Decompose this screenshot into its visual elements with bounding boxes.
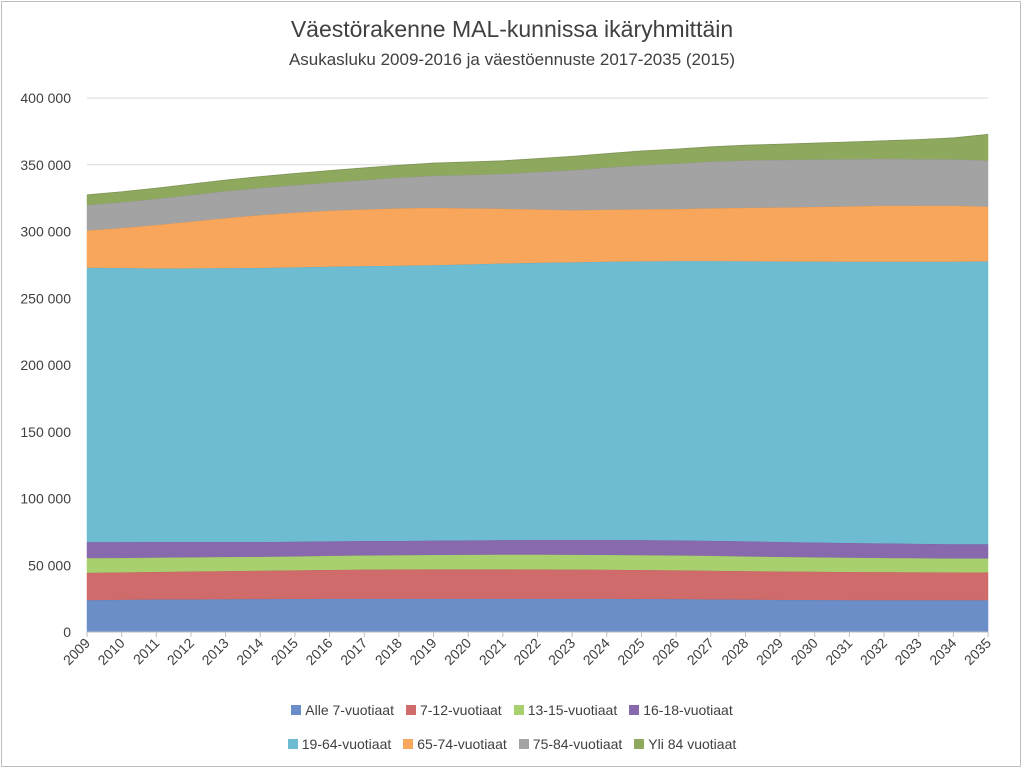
x-tick-label: 2013 (198, 635, 231, 668)
legend-swatch (403, 739, 414, 749)
legend-swatch (634, 739, 645, 749)
legend-item: Yli 84 vuotiaat (634, 736, 736, 752)
x-tick-label: 2021 (476, 635, 509, 668)
legend-item: 13-15-vuotiaat (513, 702, 618, 718)
legend-label: Alle 7-vuotiaat (305, 702, 394, 718)
legend-item: 65-74-vuotiaat (403, 736, 507, 752)
y-tick-label: 200 000 (20, 357, 71, 373)
x-tick-label: 2018 (372, 635, 405, 668)
y-axis: 0 50 000 100 000 150 000 200 000 250 000 300 0… (20, 90, 71, 640)
legend: Alle 7-vuotiaat 7-12-vuotiaat 13-15-vuotia… (252, 702, 772, 752)
x-tick-label: 2027 (684, 635, 717, 668)
y-tick-label: 150 000 (20, 424, 71, 440)
legend-label: Yli 84 vuotiaat (648, 736, 737, 752)
x-tick-label: 2016 (302, 635, 335, 668)
x-tick-label: 2035 (961, 635, 994, 668)
x-tick-label: 2024 (580, 635, 613, 668)
y-tick-label: 250 000 (20, 290, 71, 306)
y-tick-label: 400 000 (20, 90, 71, 106)
x-tick-label: 2015 (268, 635, 301, 668)
legend-label: 65-74-vuotiaat (417, 736, 507, 752)
area-alle-7-vuotiaat (86, 598, 989, 633)
legend-label: 13-15-vuotiaat (527, 702, 618, 718)
legend-label: 19-64-vuotiaat (301, 736, 392, 752)
x-tick-label: 2034 (926, 635, 959, 668)
legend-label: 75-84-vuotiaat (532, 736, 623, 752)
x-tick-label: 2025 (614, 635, 647, 668)
x-tick-label: 2030 (788, 635, 821, 668)
legend-label: 16-18-vuotiaat (643, 702, 733, 718)
y-tick-label: 300 000 (20, 224, 71, 240)
y-tick-label: 0 (63, 624, 71, 640)
x-tick-label: 2012 (164, 635, 197, 668)
area-7-12-vuotiaat (86, 568, 989, 601)
y-tick-label: 50 000 (28, 557, 71, 573)
x-tick-label: 2022 (510, 635, 543, 668)
chart-subtitle: Asukasluku 2009-2016 ja väestöennuste 20… (288, 50, 736, 69)
legend-item: 7-12-vuotiaat (405, 702, 502, 718)
legend-swatch (629, 705, 640, 715)
legend-swatch (405, 705, 416, 715)
legend-swatch (513, 705, 524, 715)
x-tick-label: 2032 (857, 635, 890, 668)
x-tick-label: 2017 (337, 635, 370, 668)
x-tick-label: 2014 (233, 635, 266, 668)
x-axis: 2009 2010 2011 2012 2013 2014 2015 2016 2017 2018… (60, 631, 994, 668)
x-tick-label: 2029 (753, 635, 786, 668)
stacked-area-chart: 0 50 000 100 000 150 000 200 000 250 000 300 0… (20, 90, 994, 668)
legend-label: 7-12-vuotiaat (419, 702, 502, 718)
legend-swatch (287, 739, 298, 749)
y-tick-label: 100 000 (20, 491, 71, 507)
x-tick-label: 2026 (649, 635, 682, 668)
x-tick-label: 2010 (94, 635, 127, 668)
legend-item: 19-64-vuotiaat (287, 736, 392, 752)
legend-swatch (291, 705, 302, 715)
legend-item: 75-84-vuotiaat (518, 736, 623, 752)
legend-swatch (518, 739, 529, 749)
x-tick-label: 2020 (441, 635, 474, 668)
chart-title: Väestörakenne MAL-kunnissa ikäryhmittäin (290, 16, 734, 42)
x-tick-label: 2019 (406, 635, 439, 668)
y-tick-label: 350 000 (20, 157, 71, 173)
area-edge (86, 133, 989, 196)
x-tick-label: 2011 (130, 635, 163, 668)
legend-item: Alle 7-vuotiaat (291, 702, 394, 718)
x-tick-label: 2023 (545, 635, 578, 668)
x-tick-label: 2033 (891, 635, 924, 668)
x-tick-label: 2031 (822, 635, 855, 668)
area-series (86, 133, 989, 633)
legend-item: 16-18-vuotiaat (629, 702, 733, 718)
area-19-64-vuotiaat (86, 260, 989, 545)
x-tick-label: 2028 (718, 635, 751, 668)
area-yli-84-vuotiaat (86, 134, 989, 206)
